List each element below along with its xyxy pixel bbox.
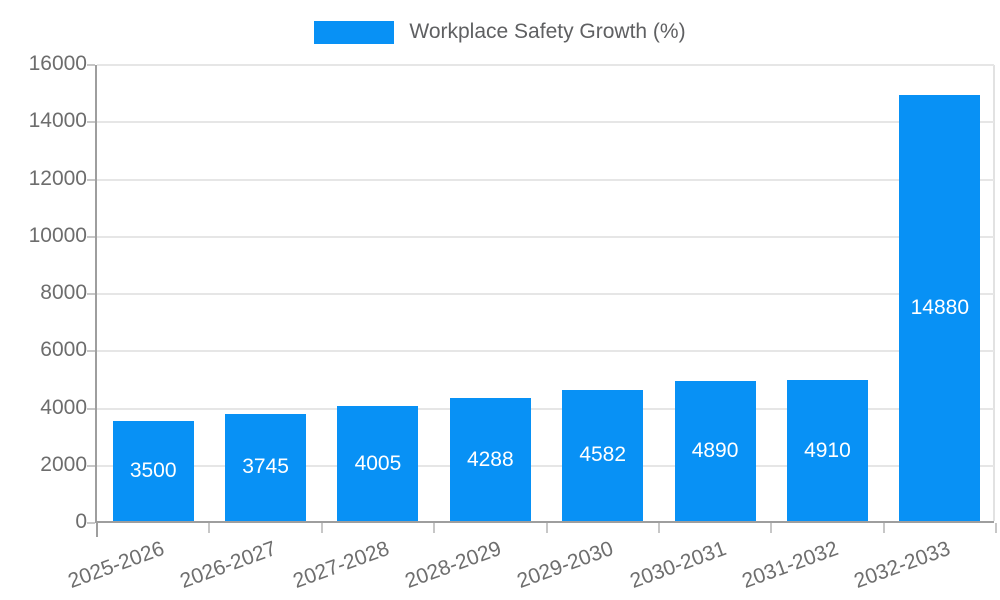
x-axis-tick: [208, 523, 211, 533]
gridline: [97, 178, 994, 181]
y-axis-label: 2000: [40, 452, 87, 476]
bar-2026-2027[interactable]: 3745: [225, 413, 307, 521]
bar-2025-2026[interactable]: 3500: [112, 420, 194, 521]
y-axis-tick: [87, 64, 95, 66]
y-axis-label: 10000: [28, 223, 87, 247]
x-axis-label: 2029-2030: [514, 537, 617, 593]
x-axis-tick: [995, 523, 997, 533]
bar-2027-2028[interactable]: 4005: [337, 406, 419, 521]
gridline: [97, 235, 994, 238]
x-axis-label: 2025-2026: [64, 537, 168, 593]
y-axis-label: 8000: [40, 281, 87, 304]
bar-value-label: 4005: [354, 451, 402, 475]
x-axis-tick: [433, 523, 436, 533]
x-axis-label: 2026-2027: [177, 537, 280, 593]
gridline: [97, 121, 994, 124]
bar-value-label: 3500: [129, 458, 177, 482]
bar-value-label: 4582: [579, 443, 627, 467]
y-axis-tick: [87, 464, 95, 467]
bar-value-label: 3745: [242, 455, 289, 479]
x-axis-label: 2031-2032: [739, 537, 842, 593]
y-axis-tick: [87, 407, 95, 410]
bar-2031-2032[interactable]: 4910: [786, 380, 868, 521]
gridline: [97, 407, 994, 410]
bar-value-label: 14880: [910, 296, 970, 320]
gridline: [97, 64, 994, 66]
x-axis-tick: [96, 523, 98, 537]
gridline: [97, 350, 994, 353]
bar-2030-2031[interactable]: 4890: [674, 381, 756, 521]
bar-2028-2029[interactable]: 4288: [449, 398, 531, 521]
y-axis-label: 4000: [40, 395, 87, 419]
x-axis-label: 2027-2028: [289, 537, 392, 593]
y-axis-tick: [87, 350, 95, 353]
bar-value-label: 4288: [466, 447, 514, 471]
legend-swatch-icon: [314, 20, 395, 44]
x-axis-label: 2032-2033: [851, 537, 954, 593]
y-axis-tick: [87, 121, 95, 124]
y-axis-label: 14000: [28, 109, 87, 133]
gridline: [97, 464, 994, 467]
bar-value-label: 4890: [691, 439, 739, 463]
y-axis-tick: [87, 235, 95, 238]
y-axis-label: 12000: [28, 166, 87, 190]
y-axis-label: 16000: [28, 52, 87, 75]
bar-2032-2033[interactable]: 14880: [899, 95, 981, 521]
y-axis-tick: [87, 522, 95, 524]
x-axis-label: 2030-2031: [626, 537, 729, 593]
x-axis-tick: [545, 523, 548, 533]
y-axis-label: 0: [75, 510, 87, 533]
bar-2029-2030[interactable]: 4582: [562, 389, 644, 521]
x-axis-label: 2028-2029: [401, 537, 505, 593]
chart-legend[interactable]: Workplace Safety Growth (%): [0, 20, 1000, 44]
plot-area: 3500 2025-2026 3745 2026-2027 4005 2027-2028 4…: [65, 64, 997, 593]
y-axis-tick: [87, 293, 95, 295]
gridline: [97, 293, 994, 295]
x-axis-tick: [320, 523, 323, 533]
x-axis-tick: [770, 523, 773, 533]
plot-right-border: [993, 65, 995, 521]
x-axis-tick: [657, 523, 660, 533]
legend-label: Workplace Safety Growth (%): [409, 20, 686, 43]
y-axis-label: 6000: [40, 338, 87, 362]
x-axis-tick: [882, 523, 885, 533]
y-axis-tick: [87, 178, 95, 181]
bar-value-label: 4910: [804, 438, 851, 462]
